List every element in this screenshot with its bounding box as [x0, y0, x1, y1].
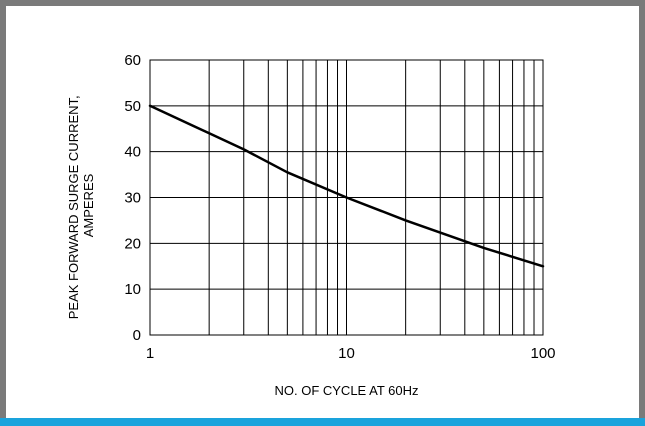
- y-tick-label: 50: [124, 98, 141, 115]
- series-line: [148, 104, 545, 268]
- y-axis-label: PEAK FORWARD SURGE CURRENT, AMPERES: [66, 92, 96, 320]
- accent-bar: [0, 418, 645, 426]
- y-axis-label-line-2: AMPERES: [81, 173, 96, 237]
- y-tick-label: 0: [133, 327, 141, 344]
- series-group: [148, 104, 545, 268]
- y-tick-label: 10: [124, 281, 141, 298]
- y-axis-label-line-1: PEAK FORWARD SURGE CURRENT,: [66, 95, 81, 319]
- y-tick-label: 60: [124, 52, 141, 69]
- x-tick-label: 1: [146, 345, 154, 362]
- x-tick-label: 100: [530, 345, 555, 362]
- y-tick-label: 40: [124, 144, 141, 161]
- horizontal-gridlines: [150, 105, 543, 290]
- y-tick-labels: 0 10 20 30 40 50 60: [124, 52, 141, 344]
- x-tick-label: 10: [338, 345, 355, 362]
- x-axis-label: NO. OF CYCLE AT 60Hz: [274, 383, 418, 398]
- y-tick-label: 20: [124, 235, 141, 252]
- plot-border: [149, 59, 544, 336]
- y-tick-label: 30: [124, 190, 141, 207]
- x-tick-labels: 1 10 100: [146, 345, 556, 362]
